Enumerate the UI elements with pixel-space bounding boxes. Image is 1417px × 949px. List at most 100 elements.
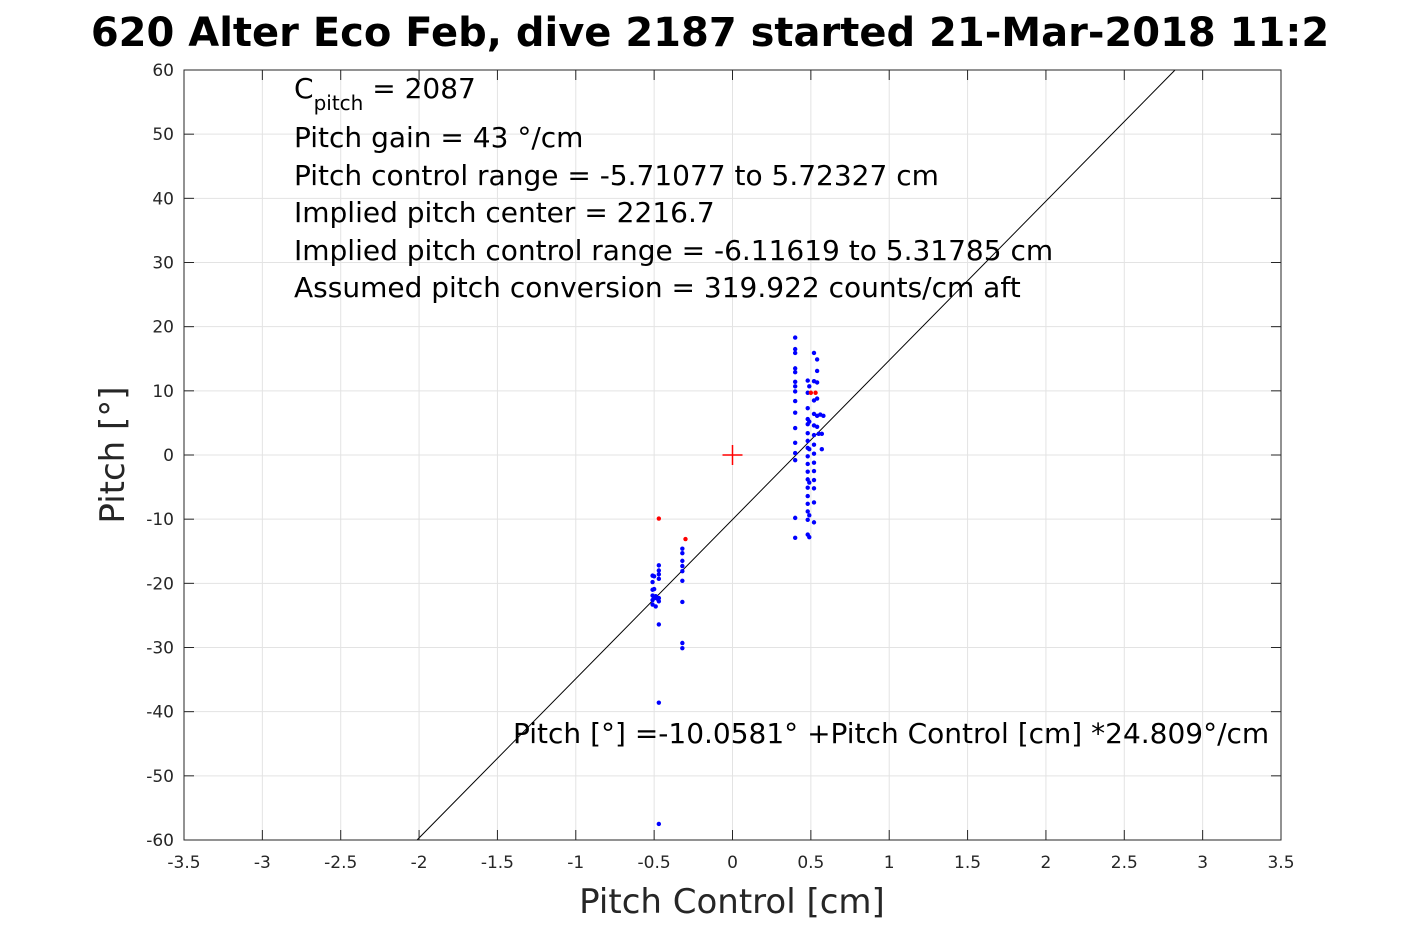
- data-point: [805, 469, 810, 474]
- y-tick-label: 60: [152, 61, 174, 81]
- data-point: [811, 451, 817, 456]
- y-tick-label: -40: [146, 703, 174, 723]
- data-point: [680, 558, 685, 564]
- data-point: [680, 645, 685, 651]
- y-axis-label: Pitch [°]: [93, 386, 133, 523]
- y-tick-label: -20: [146, 574, 174, 594]
- data-point: [792, 450, 798, 456]
- y-tick-label: -30: [146, 639, 174, 659]
- x-tick-label: -2.5: [324, 853, 357, 873]
- data-point: [805, 430, 810, 436]
- data-point: [653, 604, 658, 609]
- data-point: [814, 357, 820, 362]
- data-point: [819, 447, 825, 452]
- x-tick-label: -3.5: [167, 853, 200, 873]
- data-point: [792, 346, 798, 352]
- data-point: [656, 576, 662, 582]
- data-point: [792, 389, 798, 394]
- y-tick-label: 20: [152, 318, 174, 338]
- y-tick-label: 40: [152, 189, 174, 209]
- data-point: [805, 390, 810, 395]
- data-point: [808, 390, 814, 395]
- y-tick-label: 30: [152, 254, 174, 274]
- data-point: [680, 640, 685, 646]
- data-point: [811, 520, 817, 525]
- data-point: [805, 454, 810, 459]
- data-point: [680, 599, 685, 605]
- data-point: [819, 431, 825, 437]
- data-point: [805, 461, 810, 467]
- data-point: [807, 513, 812, 518]
- data-point: [814, 368, 820, 374]
- data-point: [680, 568, 685, 574]
- data-point: [792, 398, 798, 404]
- data-point: [656, 700, 662, 705]
- data-point: [792, 366, 798, 371]
- x-tick-label: 1.5: [954, 853, 981, 873]
- data-points: [650, 335, 826, 827]
- pitch-control-range-annotation: Pitch control range = -5.71077 to 5.7232…: [294, 159, 939, 192]
- data-point: [792, 440, 798, 446]
- data-point: [807, 534, 812, 540]
- cpitch-subscript: pitch: [314, 91, 364, 115]
- center-marker: [722, 445, 743, 465]
- data-point: [680, 578, 685, 583]
- data-point: [821, 413, 826, 419]
- data-point: [811, 468, 817, 474]
- center-marker-layer: [722, 445, 743, 465]
- data-point: [656, 563, 662, 568]
- data-point: [816, 431, 821, 437]
- data-point: [807, 419, 812, 424]
- data-point: [656, 568, 662, 573]
- data-point: [811, 442, 817, 447]
- x-tick-label: 0.5: [797, 853, 824, 873]
- x-tick-label: 0: [727, 853, 738, 873]
- data-point: [805, 501, 810, 506]
- data-point: [656, 516, 662, 521]
- cpitch-annotation: Cpitch = 2087: [294, 72, 476, 115]
- data-point: [805, 438, 810, 444]
- implied-pitch-center-annotation: Implied pitch center = 2216.7: [294, 196, 715, 229]
- data-point: [651, 586, 657, 592]
- data-point: [792, 410, 798, 415]
- data-point: [656, 599, 662, 604]
- x-tick-label: -2: [411, 853, 428, 873]
- x-tick-label: 2.5: [1111, 853, 1138, 873]
- data-point: [683, 536, 688, 542]
- data-point: [805, 509, 810, 514]
- data-point: [807, 384, 812, 389]
- x-tick-label: 2: [1041, 853, 1052, 873]
- data-point: [805, 493, 810, 499]
- x-tick-labels: -3.5 -3 -2.5 -2 -1.5 -1 -0.5 0 0.5 1 1.5 2 2.5 3 3.5: [167, 853, 1294, 873]
- data-point: [656, 595, 662, 601]
- data-point: [805, 405, 810, 411]
- data-point: [680, 563, 685, 569]
- y-tick-label: 10: [152, 382, 174, 402]
- implied-pitch-control-range-annotation: Implied pitch control range = -6.11619 t…: [294, 234, 1053, 267]
- x-tick-label: -1.5: [481, 853, 514, 873]
- y-tick-label: 0: [163, 446, 174, 466]
- data-point: [792, 370, 798, 375]
- data-point: [656, 572, 662, 577]
- data-point: [811, 477, 817, 483]
- data-point: [650, 579, 655, 585]
- data-point: [811, 350, 817, 356]
- chart-title: 620 Alter Eco Feb, dive 2187 started 21-…: [91, 10, 1329, 56]
- data-point: [807, 447, 812, 452]
- data-point: [811, 500, 817, 505]
- data-point: [792, 457, 798, 463]
- data-point: [814, 396, 820, 401]
- cpitch-symbol: C: [294, 72, 314, 105]
- x-tick-label: -3: [254, 853, 271, 873]
- data-point: [805, 517, 810, 523]
- data-point: [680, 546, 685, 551]
- data-point: [656, 622, 662, 627]
- data-point: [807, 480, 812, 485]
- data-point: [792, 515, 798, 521]
- data-point: [805, 378, 810, 383]
- y-tick-label: -10: [146, 510, 174, 530]
- data-point: [805, 485, 810, 490]
- x-tick-label: 3.5: [1267, 853, 1294, 873]
- data-point: [651, 574, 657, 579]
